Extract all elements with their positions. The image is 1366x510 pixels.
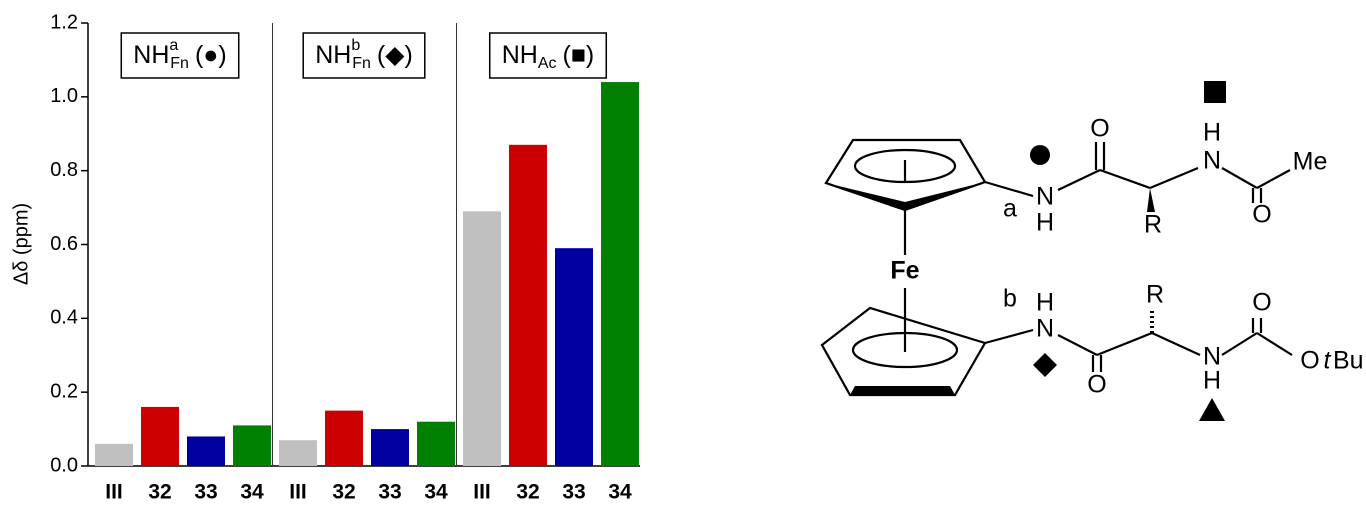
atom-label: H (1036, 209, 1054, 237)
x-tick-label: 34 (608, 481, 632, 504)
group-label-box (488, 32, 608, 79)
bar (463, 211, 501, 466)
bond (1099, 168, 1151, 190)
cp-ring (824, 138, 987, 212)
bar (233, 425, 271, 466)
bar (601, 82, 639, 467)
triangle-marker (1199, 398, 1225, 421)
bar (371, 429, 409, 466)
group-label-text: NH (133, 41, 169, 69)
bond (1256, 169, 1291, 189)
bond (1057, 334, 1098, 356)
bond (1221, 332, 1258, 356)
x-tick-label: III (289, 481, 307, 504)
y-tick-label: 0.6 (50, 233, 78, 255)
x-tick-label: III (105, 481, 123, 504)
atom-label: H (1036, 289, 1054, 317)
atom-label: R (1146, 281, 1164, 309)
wedge (1147, 188, 1155, 212)
bar (325, 410, 363, 466)
x-tick-label: 34 (424, 481, 448, 504)
bar (141, 406, 179, 466)
atom-label: N (1036, 315, 1054, 343)
group-label-sub: Fn (170, 55, 189, 72)
atom-label: Fe (890, 257, 919, 285)
group-label-box (120, 32, 240, 79)
atom-label: O (1252, 289, 1271, 317)
x-tick-label: III (473, 481, 491, 504)
y-tick-label: 0.0 (50, 454, 78, 476)
bar (279, 440, 317, 466)
bond (1256, 332, 1293, 356)
x-tick-label: 33 (378, 481, 401, 504)
bond (984, 328, 1034, 345)
x-tick-label: 32 (516, 481, 539, 504)
bond (1221, 167, 1258, 189)
atom-label: t (1324, 347, 1332, 375)
bar (95, 443, 133, 466)
atom-label: Bu (1333, 347, 1364, 375)
bond (1096, 331, 1153, 357)
bond (1149, 166, 1199, 190)
atom-label: N (1203, 343, 1221, 371)
x-tick-label: 32 (332, 481, 355, 504)
group-label-sup: b (351, 37, 360, 54)
bond (1057, 169, 1101, 191)
x-tick-label: 32 (148, 481, 171, 504)
diamond-marker (1033, 353, 1057, 377)
bond (1151, 332, 1201, 356)
group-label: NHa Fn (●) (133, 37, 226, 72)
bar (187, 436, 225, 466)
atom-label: b (1003, 285, 1017, 313)
x-tick-label: 33 (562, 481, 585, 504)
atom-label: H (1203, 119, 1221, 147)
circle-marker (1030, 145, 1050, 165)
group-label-sup: a (169, 37, 178, 54)
x-tick-label: 33 (194, 481, 217, 504)
group-label: NHAc (■) (502, 41, 595, 73)
y-axis-label: Δδ (ppm) (10, 203, 32, 285)
atom-label: H (1203, 367, 1221, 395)
atom-label: N (1036, 183, 1054, 211)
bond (984, 180, 1034, 198)
atom-label: O (1252, 201, 1271, 229)
atom-label: O (1300, 347, 1319, 375)
group-label-sub: Fn (352, 55, 371, 72)
group-label-sub: Ac (538, 55, 557, 72)
y-tick-label: 0.8 (50, 159, 78, 181)
group-label: NHb Fn (◆) (315, 37, 413, 72)
cp-wedge (850, 386, 955, 395)
atom-label: O (1087, 371, 1106, 399)
x-tick-label: 34 (240, 481, 264, 504)
atom-label: Me (1293, 148, 1328, 176)
group-label-symbol: (■) (563, 41, 595, 69)
atom-label: N (1203, 147, 1221, 175)
structure (820, 81, 1293, 421)
y-tick-label: 1.0 (50, 85, 78, 107)
square-marker (1204, 81, 1226, 103)
group-label-text: NH (315, 41, 351, 69)
cp-wedge (826, 182, 985, 210)
bar (509, 144, 547, 466)
y-tick-label: 1.2 (50, 11, 78, 33)
group-label-symbol: (●) (195, 41, 227, 69)
atom-label: a (1003, 195, 1017, 223)
bar (555, 248, 593, 466)
atom-label: R (1144, 211, 1162, 239)
bar (417, 421, 455, 466)
cp-ring (820, 306, 987, 397)
group-label-text: NH (502, 41, 538, 69)
cp-ellipse (851, 331, 959, 369)
y-tick-label: 0.2 (50, 380, 78, 402)
group-label-symbol: (◆) (377, 41, 413, 69)
atom-label: O (1090, 115, 1109, 143)
y-tick-label: 0.4 (50, 307, 78, 329)
group-label-box (302, 32, 426, 79)
